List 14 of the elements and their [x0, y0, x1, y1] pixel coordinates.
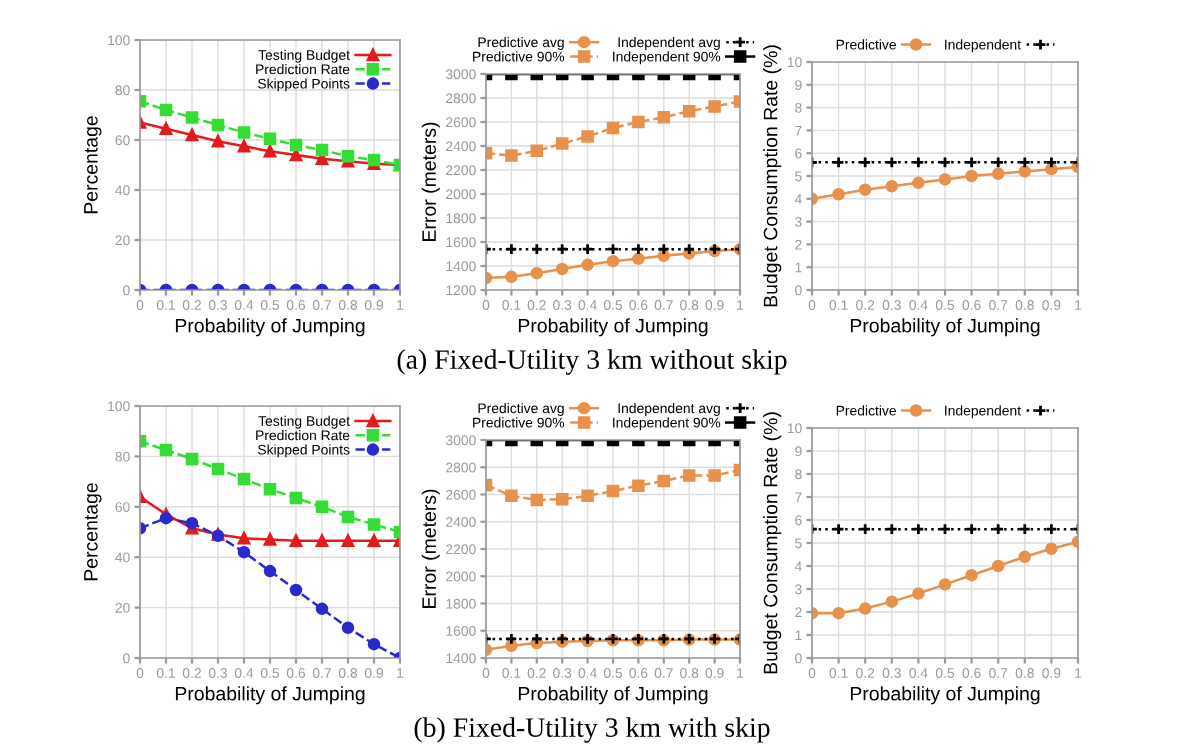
text: (a) Fixed-Utility 3 km without skip [397, 349, 787, 375]
x-axis-title: Probability of Jumping [518, 686, 708, 705]
x-axis-title: Probability of Jumping [850, 686, 1040, 705]
y-axis-title: Budget Consumption Rate (%) [763, 45, 782, 307]
x-axis-title: Probability of Jumping [850, 318, 1040, 337]
x-axis-title: Probability of Jumping [175, 318, 365, 337]
y-axis-title: Percentage [84, 483, 102, 581]
x-axis-title: Probability of Jumping [518, 318, 708, 337]
text: (b) Fixed-Utility 3 km with skip [414, 717, 770, 743]
x-axis-title: Probability of Jumping [175, 686, 365, 705]
y-axis-title: Budget Consumption Rate (%) [763, 412, 782, 674]
y-axis-title: Error (meters) [421, 122, 440, 241]
y-axis-title: Error (meters) [421, 489, 440, 608]
y-axis-title: Percentage [84, 116, 102, 214]
